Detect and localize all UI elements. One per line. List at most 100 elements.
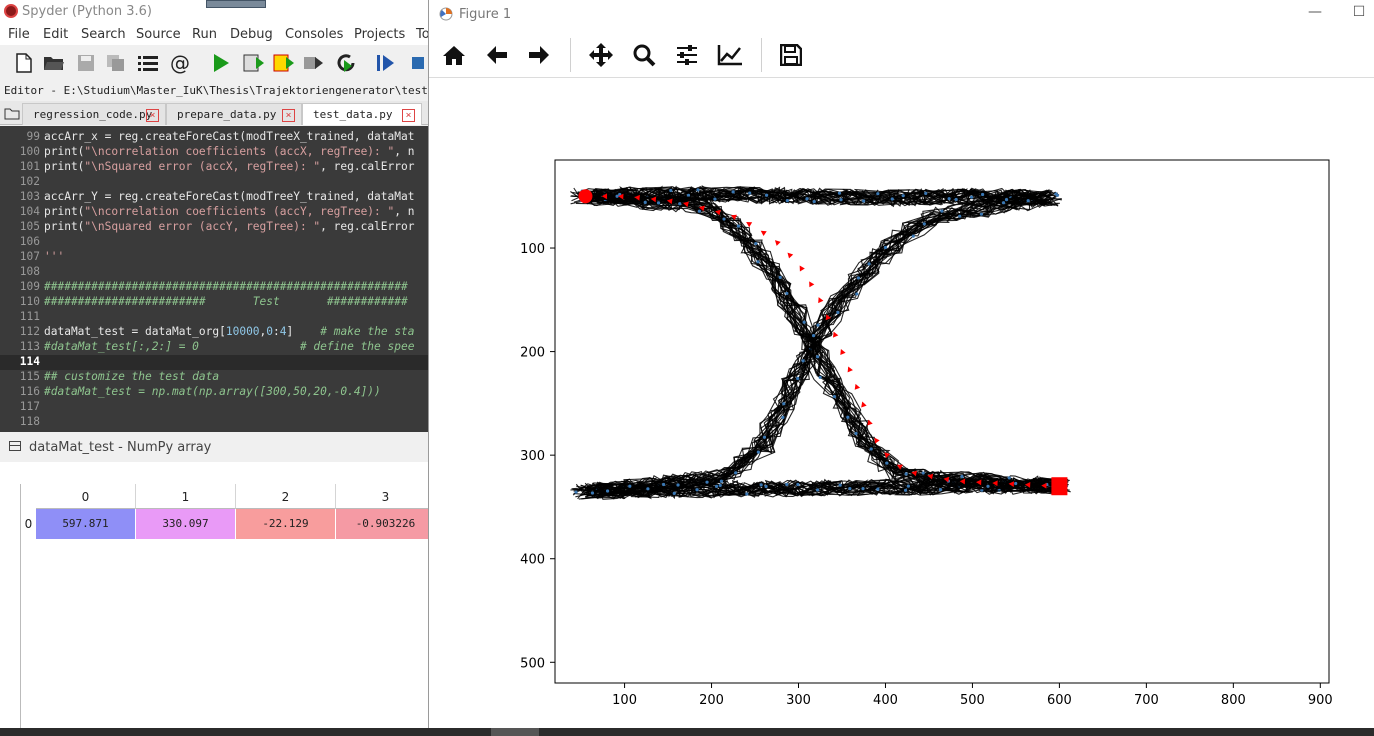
menu-debug[interactable]: Debug bbox=[230, 27, 273, 42]
code-line[interactable]: 114 bbox=[0, 355, 430, 370]
subplots-icon[interactable] bbox=[670, 39, 704, 71]
new-file-icon[interactable] bbox=[12, 52, 36, 74]
training-trajectory-line bbox=[594, 194, 1069, 488]
code-line[interactable]: 106 bbox=[0, 235, 430, 250]
code-line[interactable]: 100 print("\ncorrelation coefficients (ac… bbox=[0, 145, 430, 160]
code-line[interactable]: 105 print("\nSquared error (accY, regTree… bbox=[0, 220, 430, 235]
tab-test-data[interactable]: test_data.py × bbox=[302, 103, 422, 125]
row-header[interactable]: 0 bbox=[24, 517, 33, 531]
code-line[interactable]: 108 bbox=[0, 265, 430, 280]
taskbar-active-item[interactable] bbox=[491, 728, 539, 736]
tab-regression-code[interactable]: regression_code.py × bbox=[22, 103, 166, 125]
folder-icon[interactable] bbox=[4, 107, 20, 120]
code-line[interactable]: 116 #dataMat_test = np.mat(np.array([300,… bbox=[0, 385, 430, 400]
run-icon[interactable] bbox=[209, 52, 233, 74]
axes-edit-icon[interactable] bbox=[713, 39, 747, 71]
minimize-button[interactable]: — bbox=[1308, 4, 1322, 20]
line-number: 105 bbox=[19, 220, 40, 233]
debug-icon[interactable] bbox=[374, 52, 398, 74]
column-header[interactable]: 2 bbox=[236, 484, 336, 509]
code-line[interactable]: 115 ## customize the test data bbox=[0, 370, 430, 385]
menu-run[interactable]: Run bbox=[192, 27, 217, 42]
code-line[interactable]: 104 print("\ncorrelation coefficients (ac… bbox=[0, 205, 430, 220]
code-line[interactable]: 107 ''' bbox=[0, 250, 430, 265]
close-icon[interactable]: × bbox=[402, 109, 415, 122]
code-line[interactable]: 101 print("\nSquared error (accX, regTree… bbox=[0, 160, 430, 175]
run-cell-icon[interactable] bbox=[272, 52, 296, 74]
code-line[interactable]: 103 accArr_Y = reg.createForeCast(modTree… bbox=[0, 190, 430, 205]
code-text: print("\ncorrelation coefficients (accY,… bbox=[44, 205, 415, 218]
menu-tools[interactable]: To bbox=[416, 27, 430, 42]
column-header[interactable]: 0 bbox=[36, 484, 136, 509]
trajectory-point bbox=[1055, 193, 1059, 197]
trajectory-point bbox=[960, 474, 964, 479]
close-icon[interactable]: × bbox=[282, 109, 295, 122]
rerun-icon[interactable] bbox=[334, 52, 358, 74]
figure-window: Figure 1 — ☐ 100 200 300 400 500 600 700 800 900… bbox=[428, 0, 1374, 728]
home-icon[interactable] bbox=[437, 39, 471, 71]
run-selection-icon[interactable] bbox=[302, 52, 326, 74]
test-trajectory-arrow bbox=[884, 452, 891, 459]
code-line[interactable]: 109 #####################################… bbox=[0, 280, 430, 295]
training-trajectory-line bbox=[589, 193, 1070, 488]
pan-icon[interactable] bbox=[584, 39, 618, 71]
code-line[interactable]: 99 accArr_x = reg.createForeCast(modTreeX… bbox=[0, 130, 430, 145]
code-text: accArr_x = reg.createForeCast(modTreeX_t… bbox=[44, 130, 415, 143]
back-icon[interactable] bbox=[480, 39, 514, 71]
numpy-table[interactable]: 0 1 2 3 0 597.871 330.097 -22.129 -0.903… bbox=[20, 484, 436, 730]
test-trajectory-arrow bbox=[774, 240, 781, 246]
tab-prepare-data[interactable]: prepare_data.py × bbox=[166, 103, 302, 125]
save-file-icon[interactable] bbox=[74, 52, 98, 74]
menu-consoles[interactable]: Consoles bbox=[285, 27, 344, 42]
trajectory-point bbox=[656, 201, 661, 205]
forward-icon[interactable] bbox=[522, 39, 556, 71]
trajectory-point bbox=[802, 320, 806, 324]
table-cell[interactable]: -0.903226 bbox=[336, 509, 436, 539]
trajectory-point bbox=[722, 217, 726, 221]
close-icon[interactable]: × bbox=[146, 109, 159, 122]
x-tick-label: 500 bbox=[960, 693, 985, 708]
menu-edit[interactable]: Edit bbox=[43, 27, 69, 42]
menu-file[interactable]: File bbox=[8, 27, 30, 42]
code-line[interactable]: 112 dataMat_test = dataMat_org[10000,0:4]… bbox=[0, 325, 430, 340]
test-trajectory-arrow bbox=[760, 230, 767, 237]
outline-icon[interactable] bbox=[136, 52, 160, 74]
save-icon[interactable] bbox=[774, 39, 808, 71]
trajectory-point bbox=[662, 482, 666, 487]
trajectory-point bbox=[669, 188, 673, 193]
trajectory-point bbox=[628, 484, 632, 488]
open-file-icon[interactable] bbox=[42, 52, 66, 74]
trajectory-point bbox=[848, 487, 852, 491]
test-trajectory-arrow bbox=[730, 214, 737, 221]
maximize-button[interactable]: ☐ bbox=[1352, 4, 1366, 20]
window-grip[interactable] bbox=[206, 0, 266, 8]
save-all-icon[interactable] bbox=[104, 52, 128, 74]
menu-source[interactable]: Source bbox=[136, 27, 181, 42]
x-tick-label: 400 bbox=[873, 693, 898, 708]
training-trajectory-line bbox=[595, 188, 1068, 494]
menu-projects[interactable]: Projects bbox=[354, 27, 406, 42]
trajectory-point bbox=[574, 490, 578, 494]
code-editor[interactable]: 99 accArr_x = reg.createForeCast(modTreeX… bbox=[0, 126, 430, 432]
at-icon[interactable]: @ bbox=[170, 51, 190, 75]
column-header[interactable]: 3 bbox=[336, 484, 436, 509]
zoom-icon[interactable] bbox=[627, 39, 661, 71]
code-line[interactable]: 113 #dataMat_test[:,2:] = 0 # define the … bbox=[0, 340, 430, 355]
code-line[interactable]: 118 bbox=[0, 415, 430, 430]
debug-step-icon[interactable] bbox=[408, 52, 432, 74]
table-cell[interactable]: 597.871 bbox=[36, 509, 136, 539]
line-number: 108 bbox=[19, 265, 40, 278]
figure-title: Figure 1 bbox=[459, 7, 512, 22]
table-cell[interactable]: -22.129 bbox=[236, 509, 336, 539]
code-line[interactable]: 117 bbox=[0, 400, 430, 415]
trajectory-point bbox=[906, 484, 910, 488]
table-cell[interactable]: 330.097 bbox=[136, 509, 236, 539]
column-header[interactable]: 1 bbox=[136, 484, 236, 509]
editor-tabs: regression_code.py × prepare_data.py × t… bbox=[0, 101, 430, 125]
menu-search[interactable]: Search bbox=[81, 27, 126, 42]
run-file-icon[interactable] bbox=[242, 52, 266, 74]
code-line[interactable]: 102 bbox=[0, 175, 430, 190]
code-line[interactable]: 111 bbox=[0, 310, 430, 325]
figure-canvas[interactable]: 100 200 300 400 500 600 700 800 900 100 200 300 400 5… bbox=[429, 79, 1374, 728]
code-line[interactable]: 110 ######################## Test #######… bbox=[0, 295, 430, 310]
